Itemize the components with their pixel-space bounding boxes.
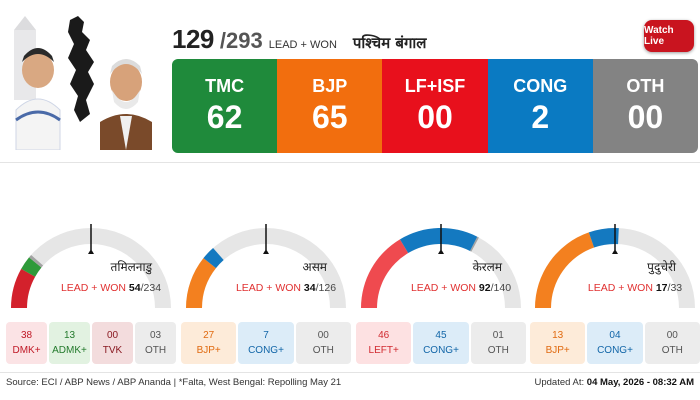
party-box[interactable]: 13 BJP+ [530, 322, 586, 364]
updated-at: Updated At: 04 May, 2026 - 08:32 AM [534, 377, 695, 388]
gauge-background [186, 228, 346, 308]
state-lead-won: LEAD + WON 54/234 [60, 282, 162, 294]
party-box[interactable]: 00 OTH [295, 322, 351, 364]
seat-gauge [11, 224, 171, 308]
tally-party-value: 00 [627, 99, 664, 135]
tally-party-value: 2 [531, 99, 550, 135]
majority-marker-arrow [612, 249, 618, 254]
party-box[interactable]: 00 TVK [92, 322, 133, 364]
tally-party-name: LF+ISF [404, 76, 466, 96]
tally-party-name: CONG [513, 76, 568, 96]
party-box[interactable]: 04 CONG+ [587, 322, 643, 364]
party-box[interactable]: 01 OTH [470, 322, 526, 364]
gauge-background [11, 228, 171, 308]
state-card-kerala[interactable]: केरलम LEAD + WON 92/140 46 LEFT+ 45 CONG+ … [356, 170, 526, 366]
state-card-assam[interactable]: असम LEAD + WON 34/126 27 BJP+ 7 CONG+ 00 OT… [181, 170, 351, 366]
tally-party-value: 62 [206, 99, 243, 135]
party-box[interactable]: 13 ADMK+ [49, 322, 90, 364]
state-name: तमिलनाडु [110, 260, 152, 274]
tally-party-value: 00 [417, 99, 453, 135]
wb-state-name: पश्चिम बंगाल [352, 34, 427, 52]
seat-gauge [186, 224, 346, 308]
state-lead-won: LEAD + WON 17/33 [587, 282, 683, 294]
gauge-segment-oth [470, 236, 479, 252]
state-card-puducherry[interactable]: पुदुचेरी LEAD + WON 17/33 13 BJP+ 04 CONG+… [530, 170, 700, 366]
majority-marker-arrow [88, 249, 94, 254]
section-divider [0, 162, 700, 163]
footer-bar: Source: ECI / ABP News / ABP Ananda | *F… [0, 372, 700, 400]
majority-marker-arrow [438, 249, 444, 254]
tally-bjp[interactable]: BJP 65 [277, 59, 383, 153]
tally-oth[interactable]: OTH 00 [592, 59, 698, 153]
party-boxes: 13 BJP+ 04 CONG+ 00 OTH [530, 322, 700, 364]
gauge-segment-cong [203, 248, 224, 269]
party-tally-bar: TMC 62 BJP 65 LF+ISF 00 CONG 2 OTH 00 [172, 59, 698, 153]
state-name: पुदुचेरी [647, 260, 676, 274]
source-note: Source: ECI / ABP News / ABP Ananda | *F… [6, 377, 342, 388]
gauge-segment-cong [588, 228, 619, 248]
gauge-segment-left [361, 239, 409, 308]
majority-marker-arrow [263, 249, 269, 254]
party-boxes: 27 BJP+ 7 CONG+ 00 OTH [181, 322, 351, 364]
party-boxes: 38 DMK+ 13 ADMK+ 00 TVK 03 OTH [6, 322, 176, 364]
party-box[interactable]: 27 BJP+ [181, 322, 237, 364]
party-boxes: 46 LEFT+ 45 CONG+ 01 OTH [356, 322, 526, 364]
state-card-tamil-nadu[interactable]: तमिलनाडु LEAD + WON 54/234 38 DMK+ 13 ADMK… [6, 170, 176, 366]
wb-lead-label: LEAD + WON [268, 39, 337, 51]
wb-seat-total: /293 [219, 28, 263, 53]
seat-gauge [535, 224, 695, 308]
gauge-segment-cong [399, 228, 478, 254]
tally-cong[interactable]: CONG 2 [487, 59, 593, 153]
tally-lf-isf[interactable]: LF+ISF 00 [382, 59, 488, 153]
gauge-segment-oth [29, 254, 44, 268]
leaders-map-illustration [14, 16, 152, 150]
seat-gauge [361, 224, 521, 308]
party-box[interactable]: 7 CONG+ [238, 322, 294, 364]
west-bengal-summary: 129/293 LEAD + WON पश्चिम बंगाल [172, 24, 426, 55]
state-name: केरलम [472, 260, 502, 274]
gauge-segment-bjp [535, 232, 595, 308]
state-name: असम [302, 260, 327, 274]
watch-live-button[interactable]: Watch Live [644, 20, 694, 52]
tally-tmc[interactable]: TMC 62 [172, 59, 278, 153]
gauge-segment-dmk [11, 268, 36, 308]
gauge-segment-admk [21, 257, 42, 277]
party-box[interactable]: 00 OTH [644, 322, 700, 364]
state-lead-won: LEAD + WON 92/140 [410, 282, 512, 294]
tally-party-name: OTH [626, 76, 665, 96]
wb-seat-count: 129 [172, 24, 214, 54]
party-box[interactable]: 46 LEFT+ [356, 322, 412, 364]
party-box[interactable]: 38 DMK+ [6, 322, 47, 364]
tally-party-value: 65 [312, 99, 348, 135]
party-box[interactable]: 03 OTH [135, 322, 176, 364]
gauge-segment-bjp [186, 258, 216, 308]
state-lead-won: LEAD + WON 34/126 [235, 282, 337, 294]
tally-party-name: BJP [312, 76, 348, 96]
party-box[interactable]: 45 CONG+ [413, 322, 469, 364]
tally-party-name: TMC [205, 76, 245, 96]
